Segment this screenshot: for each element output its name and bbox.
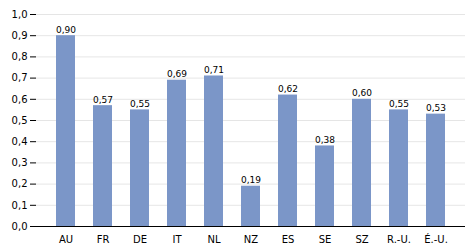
svg-text:0,6: 0,6 bbox=[12, 94, 28, 105]
svg-text:1,0: 1,0 bbox=[12, 9, 28, 20]
svg-text:DE: DE bbox=[133, 234, 147, 245]
svg-text:0,55: 0,55 bbox=[130, 99, 150, 109]
svg-text:SZ: SZ bbox=[355, 234, 368, 245]
svg-text:R.-U.: R.-U. bbox=[387, 234, 411, 245]
svg-text:0,62: 0,62 bbox=[278, 84, 298, 94]
svg-text:0,5: 0,5 bbox=[12, 115, 28, 126]
svg-text:0,3: 0,3 bbox=[12, 157, 28, 168]
svg-text:0,8: 0,8 bbox=[12, 51, 28, 62]
svg-text:NZ: NZ bbox=[244, 234, 258, 245]
svg-text:0,38: 0,38 bbox=[315, 135, 335, 145]
svg-text:ES: ES bbox=[282, 234, 295, 245]
svg-text:0,2: 0,2 bbox=[12, 178, 28, 189]
svg-text:0,7: 0,7 bbox=[12, 72, 28, 83]
svg-text:FR: FR bbox=[97, 234, 110, 245]
svg-text:0,71: 0,71 bbox=[204, 65, 224, 75]
svg-text:NL: NL bbox=[207, 234, 220, 245]
svg-text:0,1: 0,1 bbox=[12, 200, 28, 211]
svg-text:0,53: 0,53 bbox=[426, 103, 446, 113]
svg-text:0,0: 0,0 bbox=[12, 221, 28, 232]
svg-text:É.-U.: É.-U. bbox=[424, 233, 448, 245]
svg-text:SE: SE bbox=[319, 234, 332, 245]
svg-text:0,69: 0,69 bbox=[167, 69, 187, 79]
svg-text:0,60: 0,60 bbox=[352, 88, 372, 98]
svg-text:0,57: 0,57 bbox=[93, 95, 113, 105]
svg-text:IT: IT bbox=[172, 234, 182, 245]
svg-text:AU: AU bbox=[59, 234, 73, 245]
svg-text:0,4: 0,4 bbox=[12, 136, 28, 147]
svg-text:0,19: 0,19 bbox=[241, 175, 261, 185]
svg-text:0,90: 0,90 bbox=[56, 25, 76, 35]
svg-text:0,55: 0,55 bbox=[389, 99, 409, 109]
svg-text:0,9: 0,9 bbox=[12, 30, 28, 41]
